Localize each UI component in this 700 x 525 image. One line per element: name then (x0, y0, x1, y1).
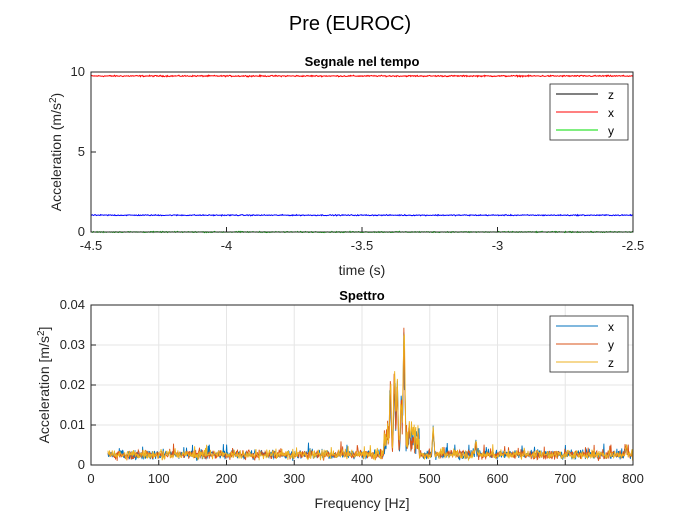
legend-label-spectrum-z: z (608, 356, 614, 370)
time-signal-ylabel-end: ) (48, 93, 64, 98)
time-signal-xtick-label: -4 (221, 238, 233, 253)
spectrum-ylabel: Acceleration [m/s2] (36, 327, 53, 444)
spectrum-xtick-label: 500 (419, 471, 441, 486)
legend-label-spectrum-x: x (608, 320, 614, 334)
time-signal-xtick-label: -2.5 (622, 238, 644, 253)
spectrum-ytick-label: 0.01 (60, 417, 85, 432)
time-signal-xtick-label: -3 (492, 238, 504, 253)
legend-label-y: y (608, 124, 614, 138)
time-signal-axes: Segnale nel tempo -4.5 -4 -3.5 -3 -2.5 0 5 10 t… (48, 54, 645, 278)
spectrum-ticks: 0 100 200 300 400 500 600 700 800 0 0.01 0.02 0.03 0.… (60, 297, 644, 486)
spectrum-series-line-z (107, 334, 633, 462)
legend-label-z: z (608, 88, 614, 102)
spectrum-series-line-y (107, 327, 633, 461)
spectrum-xtick-label: 800 (622, 471, 644, 486)
time-signal-plot-area (91, 72, 633, 232)
time-signal-ytick-label: 5 (78, 144, 85, 159)
time-signal-xlabel: time (s) (339, 262, 386, 278)
spectrum-xtick-label: 0 (87, 471, 94, 486)
legend-label-x: x (608, 106, 614, 120)
legend-label-spectrum-y: y (608, 338, 614, 352)
spectrum-xtick-label: 200 (216, 471, 238, 486)
spectrum-ylabel-end: ] (36, 327, 52, 331)
spectrum-ytick-label: 0.04 (60, 297, 85, 312)
time-signal-legend: z x y (549, 83, 629, 141)
time-signal-ytick-label: 10 (71, 64, 85, 79)
spectrum-xtick-label: 600 (487, 471, 509, 486)
spectrum-axes: Spettro 0 100 200 300 400 500 600 700 800 0 0.01 0.… (36, 288, 644, 511)
spectrum-ylabel-main: Acceleration [m/s (36, 336, 52, 443)
spectrum-xtick-label: 700 (554, 471, 576, 486)
spectrum-ytick-label: 0 (78, 457, 85, 472)
time-signal-ylabel-sup: 2 (48, 97, 59, 103)
spectrum-ytick-label: 0.03 (60, 337, 85, 352)
time-signal-title: Segnale nel tempo (305, 54, 420, 69)
time-signal-xtick-label: -3.5 (351, 238, 373, 253)
figure-title: Pre (EUROC) (289, 13, 411, 35)
spectrum-xtick-label: 400 (351, 471, 373, 486)
spectrum-series-group (107, 327, 633, 462)
time-signal-series-line-1 (90, 213, 634, 217)
spectrum-ytick-label: 0.02 (60, 377, 85, 392)
spectrum-xlabel: Frequency [Hz] (315, 495, 410, 511)
time-signal-ylabel-main: Acceleration (m/s (48, 103, 64, 211)
time-signal-ticks: -4.5 -4 -3.5 -3 -2.5 0 5 10 (71, 64, 645, 253)
spectrum-title: Spettro (339, 288, 385, 303)
time-signal-ytick-label: 0 (78, 224, 85, 239)
time-signal-xtick-label: -4.5 (80, 238, 102, 253)
spectrum-ylabel-sup: 2 (36, 330, 47, 336)
time-signal-series-line-0 (90, 74, 634, 78)
time-signal-ylabel: Acceleration (m/s2) (48, 93, 65, 211)
spectrum-legend: x y z (549, 315, 629, 373)
spectrum-xtick-label: 100 (148, 471, 170, 486)
spectrum-xtick-label: 300 (283, 471, 305, 486)
